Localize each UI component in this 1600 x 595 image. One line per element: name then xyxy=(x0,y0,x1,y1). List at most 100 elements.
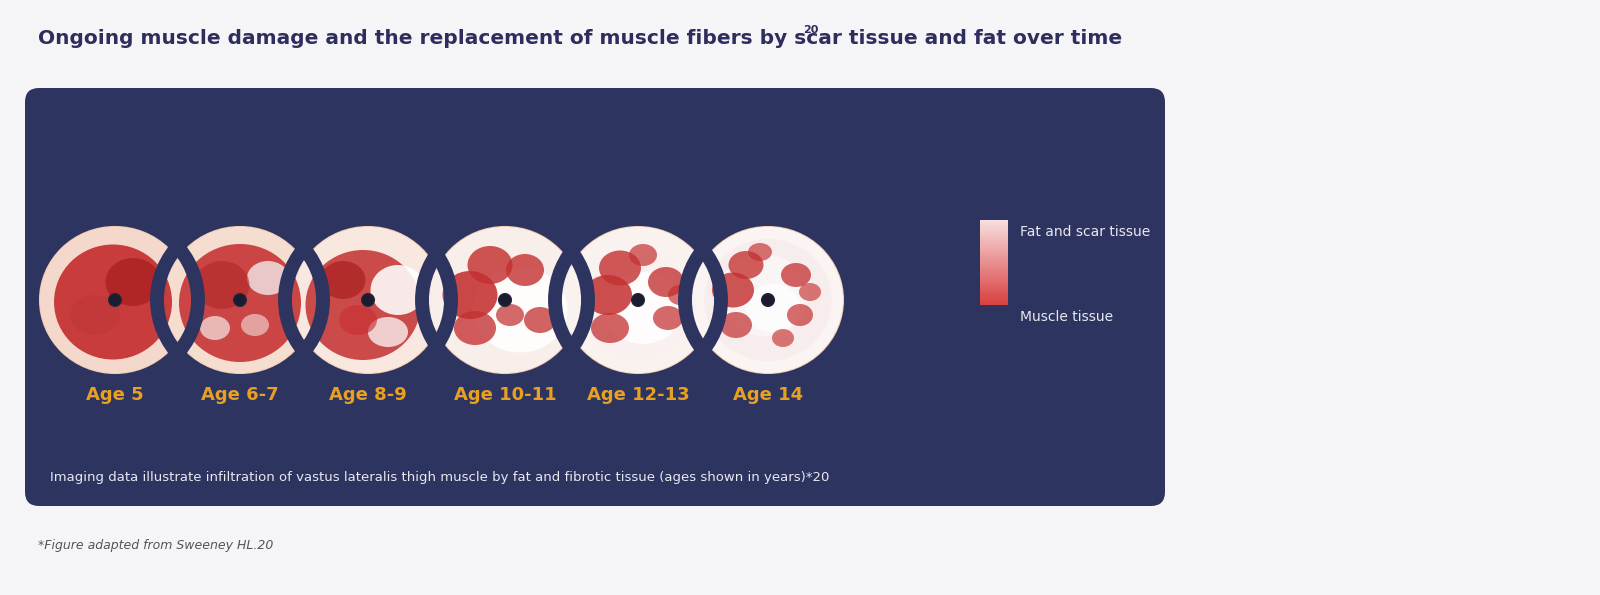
Circle shape xyxy=(234,293,246,306)
Ellipse shape xyxy=(496,304,525,326)
Bar xyxy=(979,220,1008,221)
Bar xyxy=(979,291,1008,292)
Circle shape xyxy=(762,293,774,306)
Ellipse shape xyxy=(581,251,696,359)
Bar xyxy=(979,261,1008,262)
Bar xyxy=(979,252,1008,253)
Ellipse shape xyxy=(70,295,120,335)
Bar xyxy=(979,242,1008,243)
Bar xyxy=(979,223,1008,224)
Ellipse shape xyxy=(293,227,443,373)
Ellipse shape xyxy=(506,254,544,286)
Bar xyxy=(979,273,1008,274)
Bar xyxy=(979,227,1008,228)
Bar xyxy=(979,304,1008,305)
Ellipse shape xyxy=(306,250,421,360)
Bar xyxy=(979,233,1008,234)
Bar xyxy=(979,285,1008,286)
Bar xyxy=(979,269,1008,270)
Bar xyxy=(979,237,1008,238)
Ellipse shape xyxy=(200,316,230,340)
Ellipse shape xyxy=(371,265,426,315)
Bar xyxy=(979,256,1008,257)
Text: Age 12-13: Age 12-13 xyxy=(587,386,690,404)
Bar xyxy=(979,286,1008,287)
Bar xyxy=(979,295,1008,296)
Ellipse shape xyxy=(704,239,832,361)
Ellipse shape xyxy=(720,312,752,338)
Ellipse shape xyxy=(246,261,290,295)
Bar xyxy=(979,234,1008,235)
Ellipse shape xyxy=(686,220,850,380)
Bar xyxy=(979,293,1008,295)
Ellipse shape xyxy=(693,227,843,373)
Ellipse shape xyxy=(34,220,197,380)
Bar xyxy=(979,296,1008,298)
Bar xyxy=(979,276,1008,277)
Ellipse shape xyxy=(40,227,190,373)
Ellipse shape xyxy=(320,261,365,299)
Ellipse shape xyxy=(746,284,800,332)
Bar xyxy=(979,272,1008,273)
Bar xyxy=(979,221,1008,222)
Text: Age 5: Age 5 xyxy=(86,386,144,404)
Text: Muscle tissue: Muscle tissue xyxy=(1021,310,1114,324)
Ellipse shape xyxy=(430,227,579,373)
Bar xyxy=(979,288,1008,289)
Text: Imaging data illustrate infiltration of vastus lateralis thigh muscle by fat and: Imaging data illustrate infiltration of … xyxy=(50,471,829,484)
Bar xyxy=(979,241,1008,242)
Bar xyxy=(979,258,1008,259)
Ellipse shape xyxy=(286,220,450,380)
Bar xyxy=(979,240,1008,241)
Bar xyxy=(979,235,1008,236)
Ellipse shape xyxy=(584,275,632,315)
Ellipse shape xyxy=(195,261,250,309)
Circle shape xyxy=(109,293,122,306)
Ellipse shape xyxy=(339,305,378,335)
Ellipse shape xyxy=(472,268,568,352)
Text: Age 10-11: Age 10-11 xyxy=(454,386,557,404)
Ellipse shape xyxy=(653,306,683,330)
Ellipse shape xyxy=(242,314,269,336)
Bar xyxy=(979,290,1008,291)
Bar xyxy=(979,303,1008,304)
Text: *Figure adapted from Sweeney HL.20: *Figure adapted from Sweeney HL.20 xyxy=(38,540,274,553)
Bar xyxy=(979,283,1008,284)
Bar xyxy=(979,230,1008,231)
Text: Fat and scar tissue: Fat and scar tissue xyxy=(1021,225,1150,239)
Bar xyxy=(979,271,1008,272)
Text: Ongoing muscle damage and the replacement of muscle fibers by scar tissue and fa: Ongoing muscle damage and the replacemen… xyxy=(38,29,1122,48)
Ellipse shape xyxy=(158,220,322,380)
Bar xyxy=(979,281,1008,283)
Text: Age 8-9: Age 8-9 xyxy=(330,386,406,404)
Bar xyxy=(979,287,1008,288)
Bar xyxy=(979,265,1008,266)
Ellipse shape xyxy=(443,271,498,319)
Ellipse shape xyxy=(179,244,301,362)
Bar xyxy=(979,280,1008,281)
Ellipse shape xyxy=(598,250,642,286)
Ellipse shape xyxy=(781,263,811,287)
Bar xyxy=(979,275,1008,276)
Bar xyxy=(979,253,1008,254)
Bar xyxy=(979,270,1008,271)
Ellipse shape xyxy=(422,220,587,380)
Bar xyxy=(979,259,1008,261)
Bar xyxy=(979,239,1008,240)
Bar xyxy=(979,251,1008,252)
Bar xyxy=(979,266,1008,267)
Bar xyxy=(979,226,1008,227)
Circle shape xyxy=(362,293,374,306)
Bar xyxy=(979,298,1008,299)
Text: Age 6-7: Age 6-7 xyxy=(202,386,278,404)
Bar xyxy=(979,236,1008,237)
Ellipse shape xyxy=(590,313,629,343)
Circle shape xyxy=(499,293,512,306)
Circle shape xyxy=(632,293,645,306)
Bar xyxy=(979,262,1008,264)
Bar xyxy=(979,257,1008,258)
Ellipse shape xyxy=(728,251,763,279)
Ellipse shape xyxy=(467,246,512,284)
Bar xyxy=(979,248,1008,249)
Text: 20: 20 xyxy=(803,25,819,35)
